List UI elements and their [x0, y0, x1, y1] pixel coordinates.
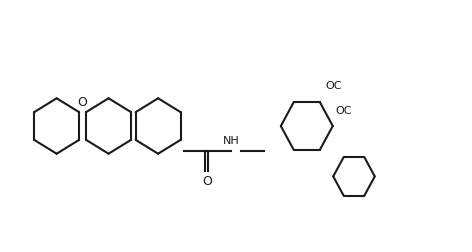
Text: OC: OC	[326, 81, 342, 91]
Text: O: O	[78, 96, 87, 109]
Text: O: O	[203, 175, 212, 188]
Text: NH: NH	[223, 136, 240, 146]
Text: OC: OC	[335, 106, 352, 116]
